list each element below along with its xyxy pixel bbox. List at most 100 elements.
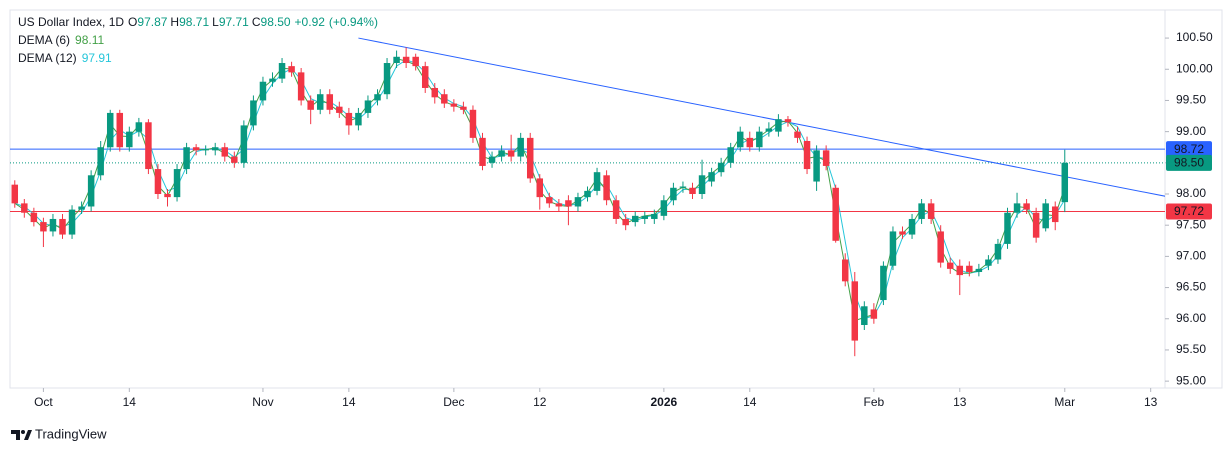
candle-body	[565, 200, 572, 207]
candle-body	[441, 94, 448, 104]
candle-body	[68, 209, 76, 235]
candle-body	[431, 87, 439, 98]
candle-body	[345, 112, 353, 126]
y-tick-label: 96.00	[1176, 311, 1206, 325]
y-tick-label: 99.50	[1176, 93, 1206, 107]
candle-body	[498, 150, 505, 157]
candle-body	[727, 147, 734, 163]
candle-body	[30, 212, 38, 223]
candle-body	[794, 131, 801, 138]
price-level-label: 98.50	[1174, 155, 1204, 169]
candle-body	[708, 172, 715, 182]
candle-body	[651, 213, 658, 219]
candle-body	[116, 112, 124, 148]
x-tick-label: Oct	[34, 395, 53, 409]
candle-body	[460, 106, 467, 110]
change-percent: (+0.94%)	[329, 15, 378, 29]
candle-body	[307, 100, 314, 110]
candle-body	[908, 218, 916, 235]
x-tick-label: 12	[533, 395, 547, 409]
candle-body	[689, 187, 696, 195]
candle-body	[946, 262, 954, 269]
x-tick-label: 14	[123, 395, 137, 409]
candle-body	[21, 203, 28, 213]
candle-body	[316, 94, 324, 110]
candle-body	[1061, 162, 1069, 203]
candle-body	[297, 72, 305, 101]
candle-body	[813, 150, 820, 182]
candle-body	[145, 122, 152, 170]
candle-body	[899, 231, 906, 235]
candle-body	[87, 175, 95, 207]
candle-body	[259, 81, 267, 101]
candle-body	[832, 187, 839, 241]
candle-body	[956, 265, 964, 276]
candle-body	[822, 150, 830, 166]
candle-body	[1051, 206, 1059, 223]
candle-body	[1042, 203, 1049, 229]
legend-value: 97.91	[82, 51, 112, 65]
candle-body	[288, 66, 295, 73]
change: +0.92	[295, 15, 326, 29]
candle-body	[660, 200, 668, 216]
candle-body	[717, 162, 725, 173]
x-tick-label: Nov	[252, 395, 273, 409]
x-tick-label: Dec	[443, 395, 464, 409]
candle-body	[736, 131, 744, 148]
y-tick-label: 95.50	[1176, 342, 1206, 356]
legend-entry: DEMA (6) 98.11	[18, 33, 104, 47]
candle-body	[355, 112, 362, 126]
candle-body	[765, 128, 773, 132]
trendline	[358, 37, 1165, 197]
price-level-label: 98.72	[1174, 142, 1204, 156]
y-tick-label: 97.00	[1176, 249, 1206, 263]
legend-value: 98.11	[75, 33, 104, 47]
candle-body	[135, 122, 143, 132]
candle-body	[1023, 203, 1030, 210]
candle-body	[1013, 203, 1021, 213]
candle-body	[803, 140, 811, 170]
ohlc-letter: L	[212, 15, 219, 29]
candle-body	[393, 56, 400, 64]
candle-body	[966, 265, 973, 272]
candle-body	[269, 78, 276, 82]
candle-body	[78, 206, 85, 210]
ohlc-value: 98.71	[179, 15, 209, 29]
candle-body	[937, 231, 944, 263]
candle-body	[507, 150, 515, 157]
candle-body	[775, 119, 782, 132]
candle-body	[927, 203, 935, 219]
candle-body	[889, 231, 897, 266]
y-tick-label: 97.50	[1176, 217, 1206, 231]
ohlc-value: 98.50	[261, 15, 291, 29]
candle-body	[469, 109, 477, 138]
y-tick-label: 96.50	[1176, 280, 1206, 294]
candle-body	[593, 172, 601, 191]
candle-body	[1004, 212, 1011, 244]
candle-body	[603, 175, 610, 201]
y-tick-label: 95.00	[1176, 373, 1206, 387]
candle-body	[870, 309, 878, 319]
candle-body	[402, 56, 410, 64]
price-level-label: 97.72	[1174, 204, 1204, 218]
x-tick-label: 13	[953, 395, 967, 409]
y-tick-label: 98.00	[1176, 186, 1206, 200]
candle-body	[975, 268, 983, 272]
x-tick-label: 14	[743, 395, 757, 409]
candle-body	[278, 63, 286, 79]
candle-body	[40, 222, 47, 232]
candle-body	[126, 131, 133, 148]
candle-body	[11, 184, 19, 204]
candle-body	[364, 100, 372, 113]
candle-body	[383, 63, 391, 95]
candle-body	[1032, 212, 1040, 238]
branding: TradingView	[35, 426, 107, 441]
ohlc-letter: O	[128, 15, 137, 29]
candle-body	[154, 169, 162, 195]
candle-body	[106, 112, 114, 148]
ohlc-value: 97.87	[137, 15, 167, 29]
axes: 95.00 95.50 96.00 96.50 97.00 97.50 98.00 98.50…	[34, 30, 1213, 409]
x-tick-label: Mar	[1054, 395, 1075, 409]
